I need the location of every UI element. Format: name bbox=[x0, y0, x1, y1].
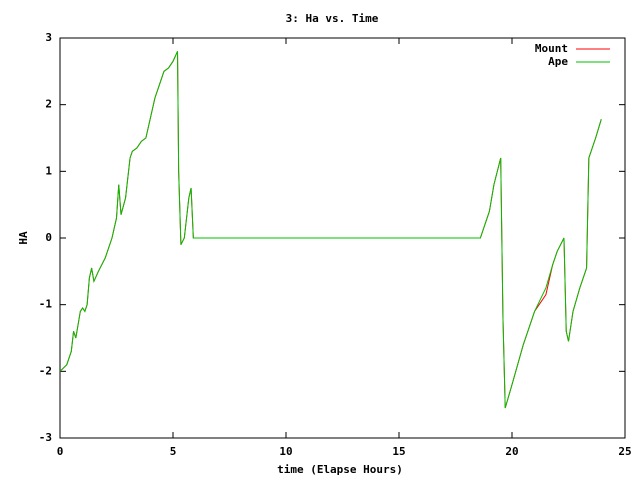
y-tick-label: 0 bbox=[45, 231, 52, 244]
legend-label: Mount bbox=[535, 42, 568, 55]
y-tick-label: 3 bbox=[45, 31, 52, 44]
series-line bbox=[59, 51, 602, 409]
x-tick-label: 15 bbox=[392, 445, 405, 458]
y-tick-label: -3 bbox=[39, 431, 52, 444]
x-tick-label: 20 bbox=[505, 445, 518, 458]
x-axis-label: time (Elapse Hours) bbox=[277, 463, 403, 476]
y-tick-label: -2 bbox=[39, 364, 52, 377]
y-tick-label: -1 bbox=[39, 298, 53, 311]
y-tick-label: 1 bbox=[45, 164, 52, 177]
y-axis-label: HA bbox=[17, 231, 30, 245]
x-tick-label: 5 bbox=[170, 445, 177, 458]
y-tick-label: 2 bbox=[45, 98, 52, 111]
chart-title: 3: Ha vs. Time bbox=[286, 12, 379, 25]
x-tick-label: 25 bbox=[618, 445, 631, 458]
x-tick-label: 0 bbox=[57, 445, 64, 458]
x-tick-label: 10 bbox=[279, 445, 292, 458]
legend-label: Ape bbox=[548, 55, 568, 68]
